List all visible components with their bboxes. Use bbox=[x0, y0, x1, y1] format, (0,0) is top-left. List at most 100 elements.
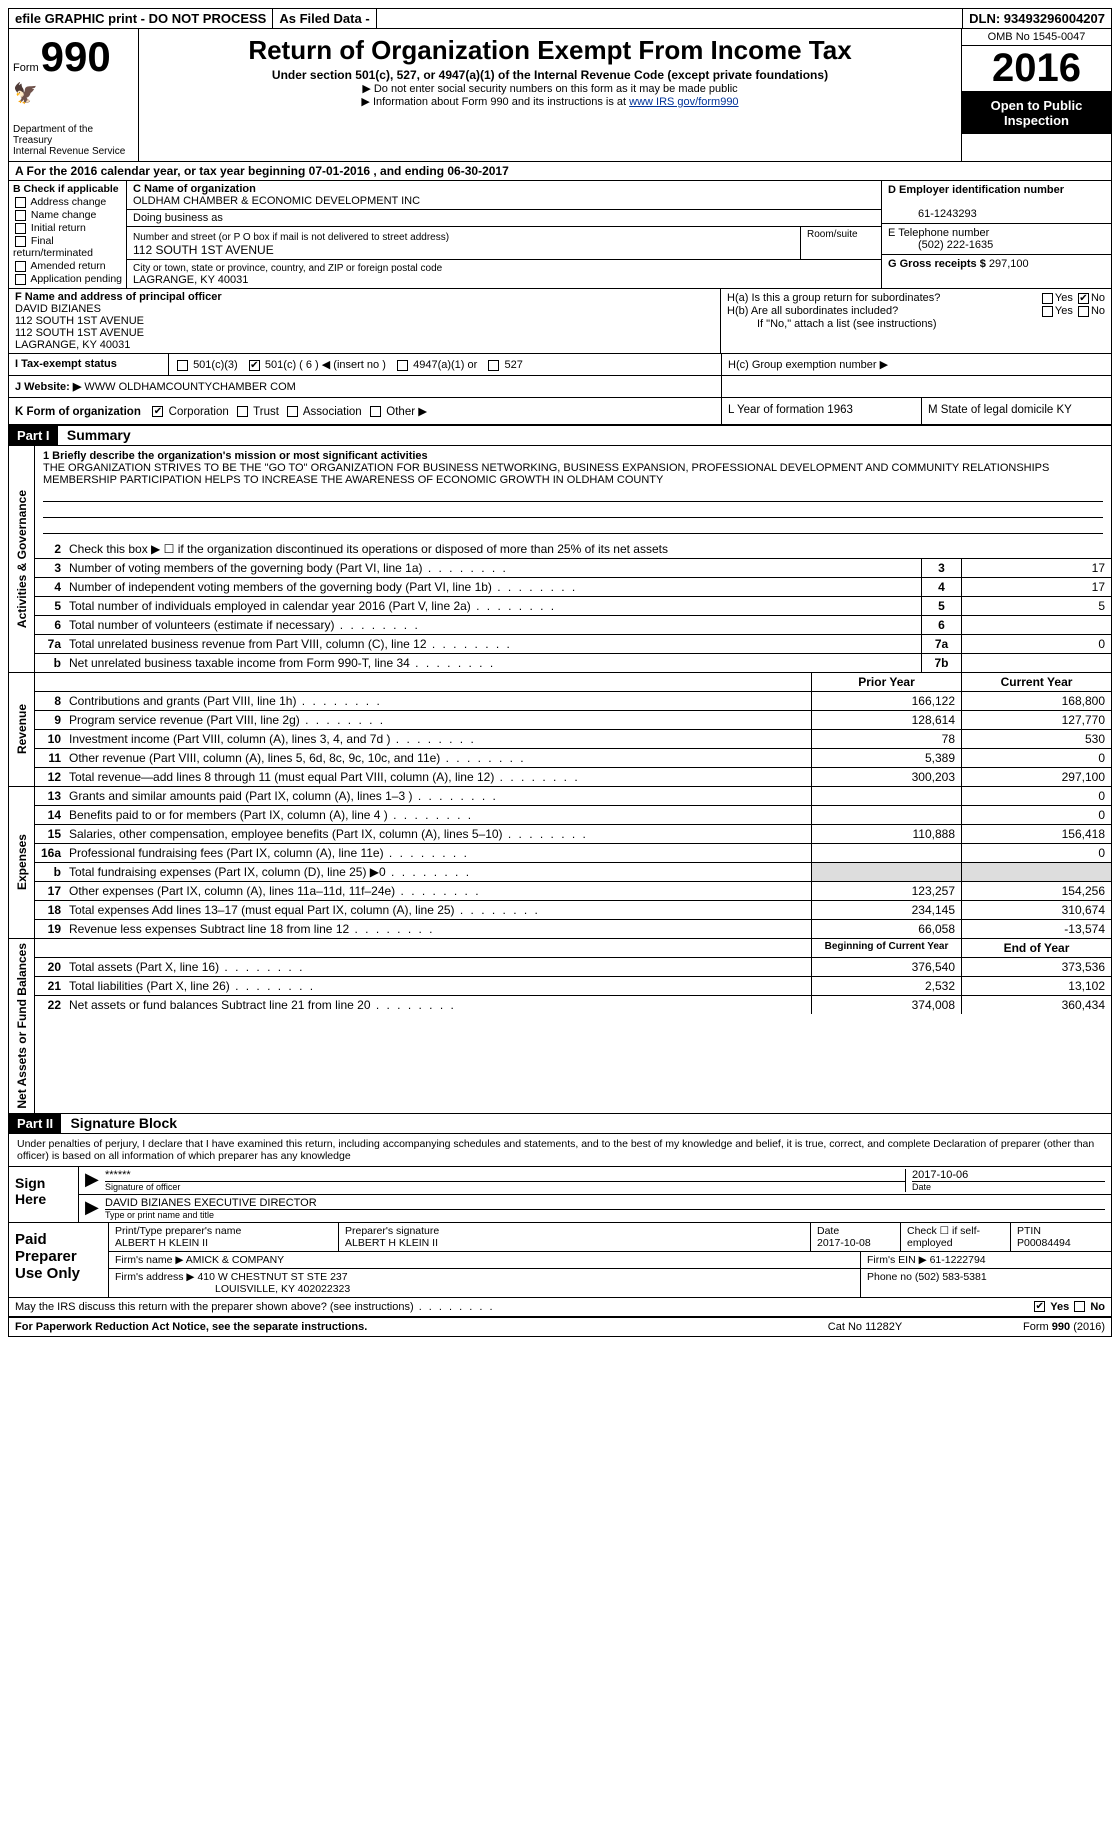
line-desc: Contributions and grants (Part VIII, lin… bbox=[65, 692, 811, 710]
prior-year-val bbox=[811, 863, 961, 881]
officer-name-title: DAVID BIZIANES EXECUTIVE DIRECTOR bbox=[105, 1197, 317, 1209]
discuss-yes[interactable] bbox=[1034, 1301, 1045, 1312]
cb-address-change[interactable]: Address change bbox=[30, 196, 106, 208]
part1-header: Part I bbox=[9, 426, 58, 445]
line-box: 7b bbox=[921, 654, 961, 672]
prior-year-val: 376,540 bbox=[811, 958, 961, 976]
form-org-label: K Form of organization bbox=[15, 406, 141, 418]
part2-title: Signature Block bbox=[64, 1113, 183, 1133]
cb-trust[interactable] bbox=[237, 406, 248, 417]
line-box: 5 bbox=[921, 597, 961, 615]
form-footer: 990 bbox=[1052, 1321, 1070, 1333]
q2-label: Check this box ▶ ☐ if the organization d… bbox=[65, 540, 1111, 558]
line-box: 7a bbox=[921, 635, 961, 653]
cb-other[interactable] bbox=[370, 406, 381, 417]
prior-year-val: 66,058 bbox=[811, 920, 961, 938]
cb-app-pending[interactable]: Application pending bbox=[30, 273, 122, 285]
cb-527[interactable] bbox=[488, 360, 499, 371]
current-year-val: 310,674 bbox=[961, 901, 1111, 919]
dept-label: Department of the Treasury bbox=[13, 124, 134, 146]
line-desc: Number of voting members of the governin… bbox=[65, 559, 921, 577]
paid-preparer-label: Paid Preparer Use Only bbox=[9, 1223, 109, 1297]
open-inspection: Open to Public Inspection bbox=[962, 92, 1111, 134]
discuss-row: May the IRS discuss this return with the… bbox=[8, 1298, 1112, 1317]
line-desc: Grants and similar amounts paid (Part IX… bbox=[65, 787, 811, 805]
prior-year-val bbox=[811, 806, 961, 824]
box-f-label: F Name and address of principal officer bbox=[15, 291, 222, 303]
current-year-val: 156,418 bbox=[961, 825, 1111, 843]
officer-line-1: 112 SOUTH 1ST AVENUE bbox=[15, 315, 144, 327]
current-year-val: -13,574 bbox=[961, 920, 1111, 938]
officer-line-3: LAGRANGE, KY 40031 bbox=[15, 339, 130, 351]
line-value: 17 bbox=[961, 559, 1111, 577]
arrow-note-2: ▶ Information about Form 990 and its ins… bbox=[361, 96, 629, 108]
line-desc: Benefits paid to or for members (Part IX… bbox=[65, 806, 811, 824]
row-k: K Form of organization Corporation Trust… bbox=[8, 398, 1112, 425]
irs-link[interactable]: www IRS gov/form990 bbox=[629, 96, 738, 108]
form-word: Form bbox=[13, 62, 39, 74]
ha-label: H(a) Is this a group return for subordin… bbox=[727, 292, 940, 304]
signature-block: Under penalties of perjury, I declare th… bbox=[8, 1134, 1112, 1298]
firm-addr-label: Firm's address ▶ bbox=[115, 1271, 195, 1283]
discuss-no[interactable] bbox=[1074, 1301, 1085, 1312]
current-year-val: 373,536 bbox=[961, 958, 1111, 976]
ha-yes[interactable] bbox=[1042, 293, 1053, 304]
expenses-section: Expenses 13Grants and similar amounts pa… bbox=[8, 787, 1112, 939]
form-header: Form 990 🦅 Department of the Treasury In… bbox=[8, 29, 1112, 162]
perjury-text: Under penalties of perjury, I declare th… bbox=[9, 1134, 1111, 1166]
box-c-label: C Name of organization bbox=[133, 183, 256, 195]
line-desc: Total revenue—add lines 8 through 11 (mu… bbox=[65, 768, 811, 786]
prior-year-val: 128,614 bbox=[811, 711, 961, 729]
year-formation: L Year of formation 1963 bbox=[721, 398, 921, 424]
row-a-tax-year: A For the 2016 calendar year, or tax yea… bbox=[8, 162, 1112, 181]
eoy-hdr: End of Year bbox=[961, 939, 1111, 957]
line-value: 0 bbox=[961, 635, 1111, 653]
sig-arrow-icon-2: ▶ bbox=[85, 1197, 105, 1220]
dln-label: DLN: 93493296004207 bbox=[963, 9, 1111, 28]
current-year-val: 0 bbox=[961, 806, 1111, 824]
cb-assoc[interactable] bbox=[287, 406, 298, 417]
eagle-icon: 🦅 bbox=[13, 81, 134, 106]
hb-label: H(b) Are all subordinates included? bbox=[727, 305, 898, 317]
line-desc: Program service revenue (Part VIII, line… bbox=[65, 711, 811, 729]
prior-year-val: 300,203 bbox=[811, 768, 961, 786]
cb-corp[interactable] bbox=[152, 406, 163, 417]
line-desc: Total assets (Part X, line 16) bbox=[65, 958, 811, 976]
line-desc: Net assets or fund balances Subtract lin… bbox=[65, 996, 811, 1014]
line-value bbox=[961, 654, 1111, 672]
line-desc: Net unrelated business taxable income fr… bbox=[65, 654, 921, 672]
website-value: WWW OLDHAMCOUNTYCHAMBER COM bbox=[84, 381, 295, 393]
form-number: 990 bbox=[41, 33, 111, 81]
sig-date: 2017-10-06 bbox=[912, 1169, 968, 1181]
governance-section: Activities & Governance 1 Briefly descri… bbox=[8, 446, 1112, 673]
prior-year-val: 123,257 bbox=[811, 882, 961, 900]
line-desc: Total fundraising expenses (Part IX, col… bbox=[65, 863, 811, 881]
prep-name-label: Print/Type preparer's name bbox=[115, 1225, 241, 1237]
current-year-hdr: Current Year bbox=[961, 673, 1111, 691]
rev-vlabel: Revenue bbox=[13, 700, 31, 758]
cb-4947[interactable] bbox=[397, 360, 408, 371]
cb-initial-return[interactable]: Initial return bbox=[31, 222, 86, 234]
prep-sig: ALBERT H KLEIN II bbox=[345, 1237, 438, 1249]
current-year-val: 0 bbox=[961, 749, 1111, 767]
hb-yes[interactable] bbox=[1042, 306, 1053, 317]
ha-no[interactable] bbox=[1078, 293, 1089, 304]
prior-year-val: 234,145 bbox=[811, 901, 961, 919]
cb-501c[interactable] bbox=[249, 360, 260, 371]
row-j: J Website: ▶ WWW OLDHAMCOUNTYCHAMBER COM bbox=[8, 376, 1112, 398]
firm-name: AMICK & COMPANY bbox=[186, 1254, 284, 1266]
hb-no[interactable] bbox=[1078, 306, 1089, 317]
hc-label: H(c) Group exemption number ▶ bbox=[721, 354, 1111, 375]
cb-name-change[interactable]: Name change bbox=[31, 209, 96, 221]
cb-amended[interactable]: Amended return bbox=[30, 260, 105, 272]
current-year-val: 297,100 bbox=[961, 768, 1111, 786]
line-box: 6 bbox=[921, 616, 961, 634]
firm-name-label: Firm's name ▶ bbox=[115, 1254, 183, 1266]
header-bar: efile GRAPHIC print - DO NOT PROCESS As … bbox=[8, 8, 1112, 29]
mission-text: THE ORGANIZATION STRIVES TO BE THE "GO T… bbox=[43, 462, 1049, 486]
tax-exempt-label: I Tax-exempt status bbox=[9, 354, 169, 375]
current-year-val: 0 bbox=[961, 787, 1111, 805]
firm-phone-label: Phone no bbox=[867, 1271, 912, 1283]
box-b-header: B Check if applicable bbox=[13, 183, 119, 195]
cb-501c3[interactable] bbox=[177, 360, 188, 371]
